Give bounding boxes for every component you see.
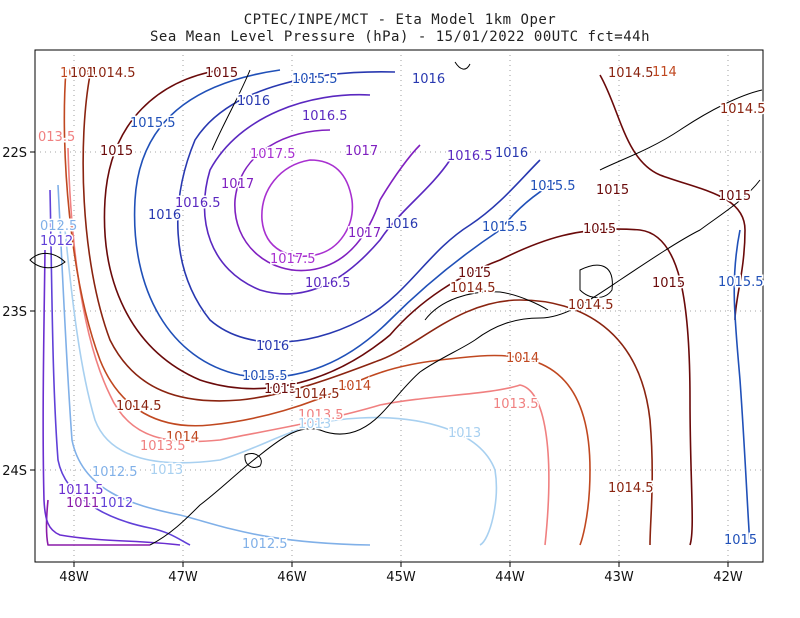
contour-label: 1014.5 — [294, 387, 340, 402]
contour-label: 1011 — [66, 496, 99, 511]
contour-label: 1015.5 — [718, 275, 764, 290]
contour-label: 1015.5 — [530, 179, 576, 194]
isobar-1014 — [63, 69, 591, 546]
contour-label: 1015.5 — [482, 220, 528, 235]
x-tick-label: 46W — [277, 570, 307, 585]
isobar-1011-5 — [42, 249, 181, 546]
contour-label: 1015 — [652, 276, 685, 291]
x-tick-label: 43W — [604, 570, 634, 585]
isobar-1017 — [234, 129, 421, 272]
contour-label: 1013 — [150, 463, 183, 478]
isobar-1016-5 — [203, 93, 451, 295]
contour-label: 1014.5 — [90, 66, 136, 81]
isobar-1015-5-east — [733, 229, 751, 546]
x-tick-label: 42W — [713, 570, 743, 585]
contour-label: 1013 — [448, 426, 481, 441]
isobar-1012 — [49, 189, 191, 546]
contour-label: 1017 — [221, 177, 254, 192]
y-tick-label: 23S — [2, 305, 27, 320]
contour-label: 1017 — [348, 226, 381, 241]
isobar-1017-5 — [261, 159, 354, 257]
isobar-1013-5 — [67, 147, 550, 546]
contour-label: 012.5 — [40, 219, 77, 234]
isobar-1012-5 — [57, 184, 371, 546]
isobar-1015-east — [599, 74, 746, 321]
contour-label: 1016 — [495, 146, 528, 161]
isobar-1015-5 — [133, 69, 561, 379]
contour-label: 1015 — [264, 382, 297, 397]
contour-label: 1012 — [40, 234, 73, 249]
x-tick-label: 44W — [495, 570, 525, 585]
contour-label: 1013 — [298, 417, 331, 432]
y-tick-label: 24S — [2, 464, 27, 479]
x-tick-label: 47W — [168, 570, 198, 585]
contour-label: 1016 — [148, 208, 181, 223]
contour-label: 1012.5 — [242, 537, 288, 552]
contour-label: 1015 — [458, 266, 491, 281]
contour-label: 1014 — [338, 379, 371, 394]
contour-label: 1016.5 — [175, 196, 221, 211]
contour-labels: 1014.5 1015 1015.5 1016 1014.5101410161016.5… — [37, 64, 768, 554]
contour-label: 1015 — [718, 189, 751, 204]
contour-label: 1015.5 — [292, 72, 338, 87]
isobar-1013 — [64, 229, 498, 546]
contour-label: 1016 — [237, 94, 270, 109]
contour-label: 1016 — [385, 217, 418, 232]
contour-label: 101 — [70, 66, 95, 81]
contour-label: 1013.5 — [298, 408, 344, 423]
contour-label: 1014.5 — [608, 481, 654, 496]
contour-label: 1017.5 — [270, 252, 316, 267]
contour-label: 1014.5 — [608, 66, 654, 81]
contour-label: 1013.5 — [493, 397, 539, 412]
coastline — [29, 61, 763, 546]
y-axis-labels: 22S 23S 24S — [2, 146, 27, 479]
contour-label: 1014.5 — [568, 298, 614, 313]
contour-label: 1012 — [100, 496, 133, 511]
plot-frame — [34, 49, 764, 563]
contour-label: 1013.5 — [140, 439, 186, 454]
isobars — [42, 69, 751, 546]
contour-label: 013.5 — [38, 130, 75, 145]
contour-label: 1015 — [100, 144, 133, 159]
contour-label: 1014.5 — [450, 281, 496, 296]
contour-label: 1017 — [345, 144, 378, 159]
contour-label: 1016.5 — [302, 109, 348, 124]
contour-label: 1016 — [412, 72, 445, 87]
contour-label: 1017.5 — [250, 147, 296, 162]
contour-label: 1016.5 — [305, 276, 351, 291]
isobar-1014-5 — [82, 74, 654, 546]
contour-label: 1015 — [596, 183, 629, 198]
contour-label: 114 — [652, 65, 677, 80]
contour-label: 1014 — [166, 430, 199, 445]
map-title: CPTEC/INPE/MCT - Eta Model 1km Oper — [243, 12, 557, 28]
contour-label: 1011.5 — [58, 483, 104, 498]
contour-label: 1014 — [60, 66, 93, 81]
contour-label: 1012.5 — [92, 465, 138, 480]
contour-label: 1014 — [506, 351, 539, 366]
contour-label: 1015 — [205, 66, 238, 81]
map-subtitle: Sea Mean Level Pressure (hPa) - 15/01/20… — [149, 29, 650, 45]
contour-label: 1015.5 — [130, 116, 176, 131]
x-tick-label: 48W — [59, 570, 89, 585]
isobar-1015 — [103, 69, 694, 546]
tick-marks — [30, 151, 729, 567]
contour-label: 1014.5 — [720, 102, 766, 117]
contour-label: 1014.5 — [116, 399, 162, 414]
contour-label: 1016 — [256, 339, 289, 354]
contour-label: 1015.5 — [242, 369, 288, 384]
isobar-1016 — [177, 71, 541, 343]
contour-label: 1015 — [583, 222, 616, 237]
x-tick-label: 45W — [386, 570, 416, 585]
x-axis-labels: 48W 47W 46W 45W 44W 43W 42W — [59, 570, 743, 585]
contour-label: 1016.5 — [447, 149, 493, 164]
isobar-1011 — [45, 499, 150, 546]
contour-label: 1015 — [724, 533, 757, 548]
y-tick-label: 22S — [2, 146, 27, 161]
